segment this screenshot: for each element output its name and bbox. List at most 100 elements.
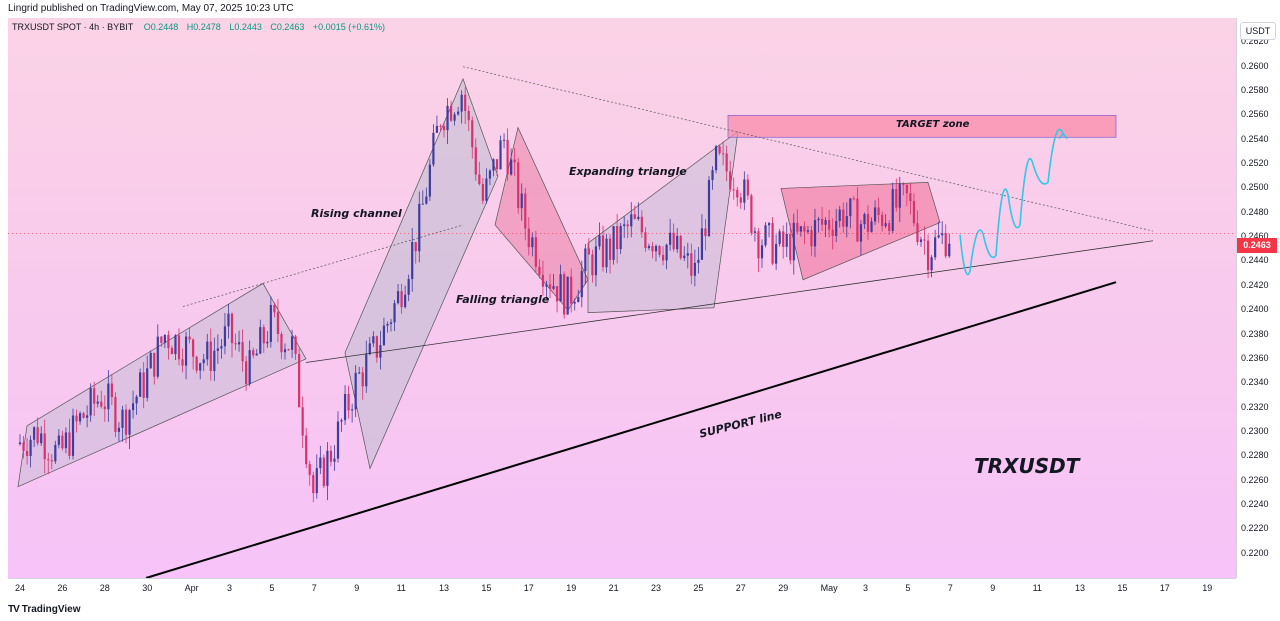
candle xyxy=(400,284,403,314)
candle xyxy=(146,355,149,402)
candle-body xyxy=(347,393,350,411)
candle xyxy=(495,159,499,176)
candle-body xyxy=(538,266,541,275)
candle-body xyxy=(273,304,276,313)
chart-area[interactable]: TRXUSDT SPOT · 4h · BYBIT O0.2448 H0.247… xyxy=(8,18,1236,578)
candle-body xyxy=(478,174,481,185)
candle-body xyxy=(661,254,665,261)
candle-body xyxy=(149,352,152,369)
candle xyxy=(273,302,276,318)
candle-body xyxy=(177,335,181,360)
time-tick-label: 26 xyxy=(57,583,68,593)
candle xyxy=(707,176,711,237)
candle xyxy=(428,159,431,201)
tradingview-logo[interactable]: TV TradingView xyxy=(8,604,81,615)
candle-body xyxy=(743,179,746,203)
candle-body xyxy=(195,356,198,371)
candle-body xyxy=(736,189,739,198)
candle xyxy=(29,435,32,468)
candle-body xyxy=(47,459,50,461)
price-tick-label: 0.2380 xyxy=(1241,328,1269,339)
candle-body xyxy=(33,427,36,440)
candle-body xyxy=(446,105,449,131)
legend-high: H0.2478 xyxy=(186,22,221,32)
candle xyxy=(591,249,594,283)
candle xyxy=(425,187,428,205)
legend-symbol[interactable]: TRXUSDT SPOT · 4h · BYBIT xyxy=(12,22,134,32)
candle xyxy=(347,385,350,419)
candle xyxy=(690,243,693,285)
candle-body xyxy=(114,397,117,432)
candle-body xyxy=(372,336,375,344)
time-tick-label: 3 xyxy=(863,583,869,593)
time-axis[interactable]: 24 26 28 30 Apr 3 5 7 9 11 13 15 17 19 21 23 25 27 29 May 3 5… xyxy=(8,578,1236,596)
candle-body xyxy=(453,114,456,121)
candle xyxy=(517,158,520,214)
candle xyxy=(57,429,60,449)
time-tick-label: 25 xyxy=(693,583,704,593)
price-tick-label: 0.2560 xyxy=(1241,109,1269,120)
candle xyxy=(573,298,576,311)
candle xyxy=(301,396,304,449)
candle xyxy=(199,362,202,380)
time-tick-label: 15 xyxy=(1117,583,1128,593)
candle xyxy=(767,221,771,238)
price-chart[interactable] xyxy=(8,18,1236,578)
candle-body xyxy=(630,214,633,227)
candle-body xyxy=(676,235,679,250)
candle-body xyxy=(93,388,96,404)
candle xyxy=(739,192,742,209)
candle-body xyxy=(877,207,880,215)
candle xyxy=(926,234,930,279)
price-axis[interactable]: 0.2620 0.2600 0.2580 0.2560 0.2540 0.2520 0.25… xyxy=(1236,18,1280,578)
candle-body xyxy=(386,323,389,326)
candle xyxy=(396,283,400,305)
candle xyxy=(760,239,764,268)
candle xyxy=(153,352,156,385)
candle xyxy=(683,246,686,261)
candle xyxy=(937,221,940,239)
candle xyxy=(919,236,923,247)
currency-badge[interactable]: USDT xyxy=(1240,22,1276,40)
candle-body xyxy=(167,335,170,349)
candle-body xyxy=(252,350,255,356)
candle xyxy=(545,280,548,301)
candle xyxy=(170,345,174,355)
candle xyxy=(287,348,290,351)
candle-body xyxy=(570,276,573,304)
time-tick-label: 24 xyxy=(15,583,26,593)
candle xyxy=(810,225,813,256)
label-target-zone: TARGET zone xyxy=(896,119,970,130)
candle xyxy=(241,329,244,372)
candle-body xyxy=(22,442,25,451)
candle xyxy=(548,273,552,299)
candle-body xyxy=(534,237,537,267)
candle xyxy=(181,348,184,373)
candle xyxy=(820,207,824,231)
time-tick-label: 28 xyxy=(99,583,110,593)
candle xyxy=(351,403,354,423)
tv-logo-icon: TV xyxy=(8,604,20,615)
candle xyxy=(478,161,481,186)
candle xyxy=(566,276,569,315)
candle-body xyxy=(361,372,364,387)
time-tick-label: 29 xyxy=(778,583,789,593)
candle-body xyxy=(100,401,103,407)
candle xyxy=(407,274,410,302)
candle-body xyxy=(29,439,32,456)
candle-body xyxy=(202,359,205,364)
candle-body xyxy=(905,184,908,194)
candle xyxy=(262,324,265,353)
candle-body xyxy=(248,350,251,385)
candle xyxy=(195,355,198,374)
candle xyxy=(223,312,227,355)
candle-body xyxy=(181,359,184,366)
candle-body xyxy=(654,245,658,252)
candle xyxy=(538,259,541,279)
candle-body xyxy=(209,341,212,371)
price-tick-label: 0.2520 xyxy=(1241,158,1269,169)
candle-body xyxy=(40,433,43,444)
candle-body xyxy=(163,335,166,343)
candle xyxy=(36,417,39,446)
candle xyxy=(598,222,601,250)
